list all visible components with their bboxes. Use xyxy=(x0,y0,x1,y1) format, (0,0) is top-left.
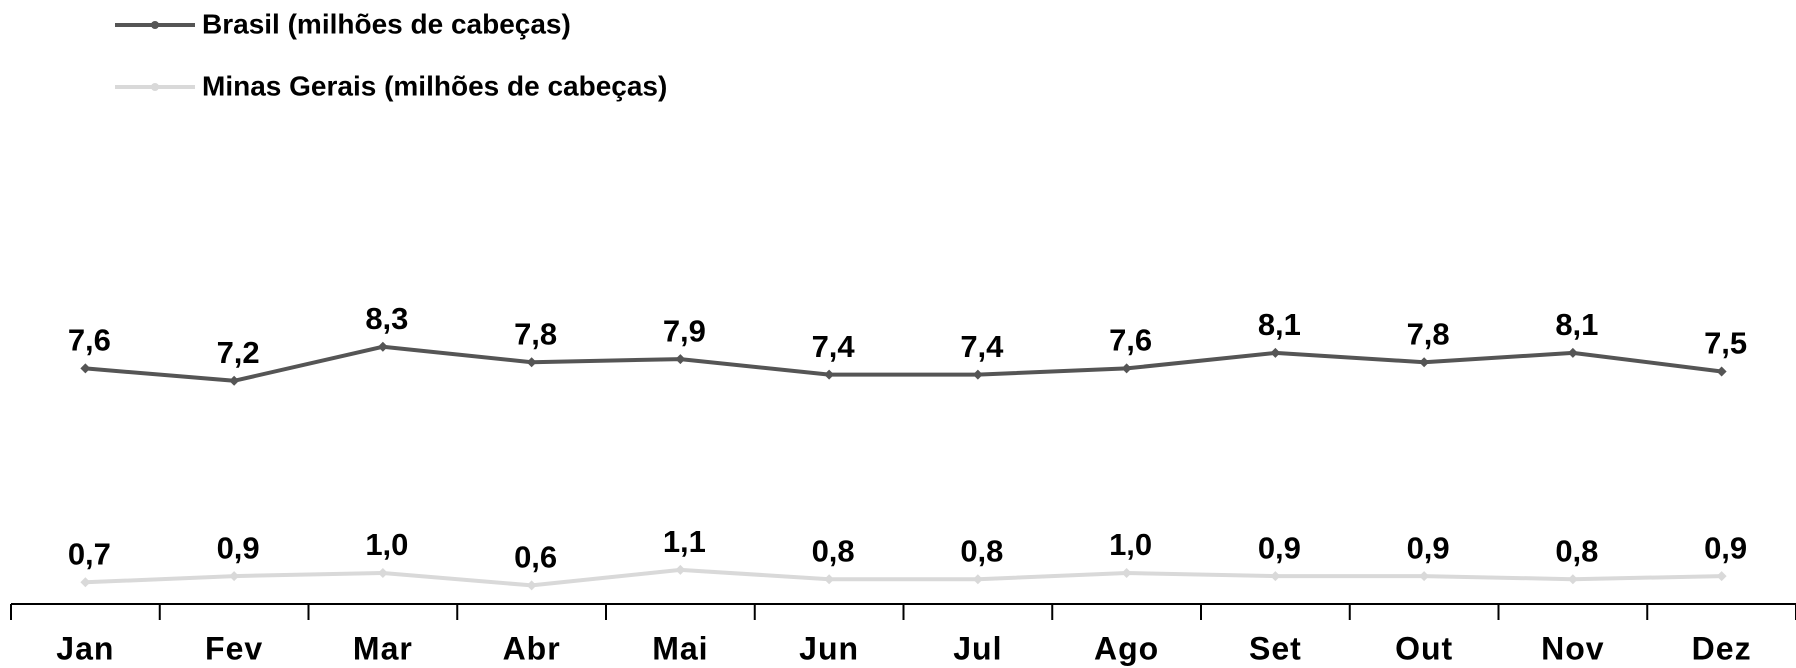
x-tick-label: Mai xyxy=(652,630,708,666)
data-label: 1,0 xyxy=(365,527,408,562)
x-tick-label: Abr xyxy=(503,630,561,666)
x-tick-label: Mar xyxy=(353,630,413,666)
point xyxy=(377,568,388,578)
x-tick-label: Ago xyxy=(1094,630,1159,666)
data-label: 7,2 xyxy=(217,335,260,370)
data-label: 7,6 xyxy=(68,323,111,358)
data-label: 7,6 xyxy=(1109,323,1152,358)
x-tick-label: Out xyxy=(1395,630,1453,666)
point xyxy=(1270,571,1281,582)
data-label: 8,1 xyxy=(1555,307,1598,342)
point xyxy=(1716,571,1727,582)
x-tick-label: Set xyxy=(1249,630,1302,666)
data-label: 8,1 xyxy=(1258,307,1301,342)
point xyxy=(1419,357,1430,368)
data-label: 0,7 xyxy=(68,536,111,571)
series-line xyxy=(85,344,1722,383)
data-label: 0,8 xyxy=(812,533,855,568)
legend-label: Minas Gerais (milhões de cabeças) xyxy=(202,70,667,101)
legend-marker xyxy=(151,21,159,29)
data-label: 8,3 xyxy=(365,301,408,336)
point xyxy=(972,369,983,380)
data-label: 0,9 xyxy=(1704,530,1747,565)
x-tick-label: Jul xyxy=(953,630,1002,666)
point xyxy=(675,354,686,365)
point xyxy=(675,564,686,575)
point xyxy=(1121,568,1132,578)
point xyxy=(1270,347,1281,358)
point xyxy=(1567,574,1578,585)
point xyxy=(80,577,91,588)
data-label: 7,4 xyxy=(812,329,856,364)
point xyxy=(526,357,537,368)
point xyxy=(1419,571,1430,582)
point xyxy=(377,341,388,352)
data-label: 0,9 xyxy=(217,530,260,565)
point xyxy=(229,375,240,386)
point xyxy=(972,574,983,585)
x-tick-label: Jan xyxy=(56,630,114,666)
legend-label: Brasil (milhões de cabeças) xyxy=(202,8,571,39)
series-line xyxy=(85,567,1722,588)
x-tick-label: Fev xyxy=(205,630,263,666)
data-label: 7,8 xyxy=(514,316,557,351)
data-label: 7,9 xyxy=(663,313,706,348)
data-label: 7,4 xyxy=(960,329,1004,364)
data-label: 0,8 xyxy=(1555,533,1598,568)
data-label: 0,9 xyxy=(1258,530,1301,565)
point xyxy=(824,369,835,380)
x-tick-label: Dez xyxy=(1692,630,1752,666)
data-label: 0,6 xyxy=(514,540,557,575)
x-tick-label: Jun xyxy=(799,630,859,666)
point xyxy=(1567,347,1578,358)
data-label: 0,8 xyxy=(960,533,1003,568)
data-label: 7,8 xyxy=(1407,316,1450,351)
data-label: 0,9 xyxy=(1407,530,1450,565)
point xyxy=(80,363,91,374)
data-label: 1,0 xyxy=(1109,527,1152,562)
point xyxy=(229,571,240,582)
data-label: 7,5 xyxy=(1704,326,1747,361)
point xyxy=(1121,363,1132,374)
point xyxy=(824,574,835,585)
point xyxy=(1716,366,1727,377)
point xyxy=(526,580,537,591)
x-tick-label: Nov xyxy=(1541,630,1604,666)
data-label: 1,1 xyxy=(663,524,706,559)
legend-marker xyxy=(151,83,159,91)
